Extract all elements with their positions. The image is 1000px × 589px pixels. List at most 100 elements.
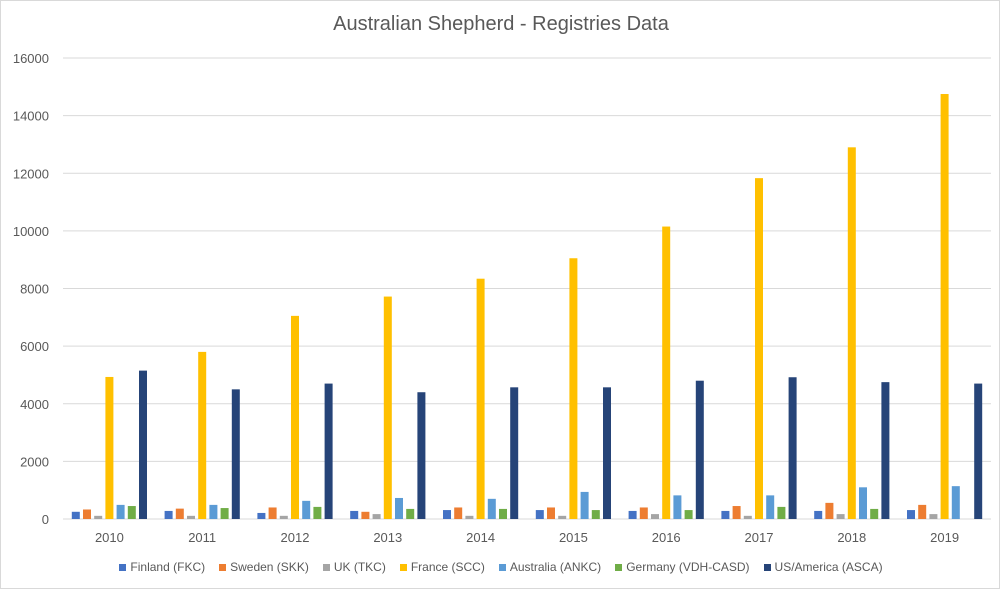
bar-australia-ankc-2019 [951,486,960,519]
x-tick-label: 2016 [652,530,681,545]
bar-france-scc-2013 [383,296,392,519]
legend-label: US/America (ASCA) [774,560,883,574]
y-tick-label: 10000 [13,224,49,239]
bar-finland-fkc-2011 [164,510,173,519]
legend-label: France (SCC) [410,560,485,574]
bar-france-scc-2017 [755,178,763,519]
bar-sweden-skk-2015 [547,507,555,519]
bar-france-scc-2016 [662,226,671,519]
legend: Finland (FKC) Sweden (SKK) UK (TKC) France … [1,560,999,574]
bar-france-scc-2011 [198,351,207,519]
chart-title: Australian Shepherd - Registries Data [333,13,669,35]
legend-item: Germany (VDH-CASD) [615,560,750,574]
bar-uk-tkc-2011 [187,515,195,519]
legend-swatch [322,563,330,571]
y-tick-label: 14000 [13,109,49,124]
bar-finland-fkc-2017 [721,510,730,519]
legend-label: Sweden (SKK) [230,560,309,574]
legend-swatch [763,563,771,571]
bar-us-america-asca-2011 [231,389,240,519]
y-tick-label: 8000 [20,282,49,297]
legend-label: UK (TKC) [333,560,386,574]
bar-germany-vdh-casd-2015 [591,510,600,519]
y-tick-label: 2000 [20,454,49,469]
y-tick-label: 16000 [13,51,49,66]
bar-uk-tkc-2012 [279,515,288,519]
legend-swatch [498,563,506,571]
bar-us-america-asca-2013 [417,392,426,519]
bar-us-america-asca-2018 [881,382,890,519]
bar-germany-vdh-casd-2018 [870,508,879,519]
bar-uk-tkc-2019 [929,514,938,519]
bar-sweden-skk-2016 [639,507,648,519]
bar-australia-ankc-2017 [766,495,775,519]
bar-germany-vdh-casd-2017 [777,506,786,519]
bar-france-scc-2012 [291,315,299,519]
x-tick-label: 2012 [281,530,310,545]
bar-australia-ankc-2012 [302,500,311,519]
bar-uk-tkc-2017 [743,515,752,519]
legend-swatch [399,563,407,571]
legend-item: US/America (ASCA) [763,560,883,574]
bar-us-america-asca-2016 [695,380,704,519]
bar-germany-vdh-casd-2011 [220,508,229,519]
bar-australia-ankc-2010 [116,504,125,519]
x-tick-label: 2019 [930,530,959,545]
x-tick-label: 2010 [95,530,124,545]
bar-us-america-asca-2017 [788,377,797,519]
x-tick-label: 2013 [373,530,402,545]
x-tick-label: 2018 [837,530,866,545]
bar-uk-tkc-2018 [836,514,845,519]
bar-france-scc-2019 [940,94,949,519]
bar-germany-vdh-casd-2014 [499,508,507,519]
bar-germany-vdh-casd-2012 [313,506,322,519]
bar-france-scc-2015 [569,258,578,519]
bar-sweden-skk-2014 [454,507,463,519]
bar-us-america-asca-2019 [974,383,983,519]
bar-finland-fkc-2014 [443,510,451,519]
x-tick-label: 2015 [559,530,588,545]
bar-sweden-skk-2012 [268,507,277,519]
legend-label: Germany (VDH-CASD) [626,560,750,574]
legend-swatch [219,563,227,571]
bar-uk-tkc-2014 [465,515,474,519]
y-tick-label: 12000 [13,166,49,181]
bar-finland-fkc-2010 [71,511,80,519]
bar-uk-tkc-2016 [651,514,659,519]
y-tick-label: 6000 [20,339,49,354]
y-tick-label: 4000 [20,397,49,412]
x-tick-label: 2017 [745,530,774,545]
bar-australia-ankc-2013 [395,497,403,519]
bar-australia-ankc-2011 [209,504,218,519]
bar-germany-vdh-casd-2010 [127,506,136,519]
bar-germany-vdh-casd-2016 [684,510,693,519]
bar-sweden-skk-2018 [825,502,834,519]
bar-uk-tkc-2015 [558,515,567,519]
bar-finland-fkc-2012 [257,512,266,519]
bar-finland-fkc-2019 [907,510,915,519]
bar-finland-fkc-2013 [350,510,359,519]
bar-sweden-skk-2010 [83,509,91,519]
y-tick-label: 0 [42,512,49,527]
bar-australia-ankc-2015 [580,491,589,519]
legend-swatch [615,563,623,571]
bar-australia-ankc-2014 [487,498,496,519]
bar-finland-fkc-2015 [535,510,544,519]
legend-item: Australia (ANKC) [498,560,601,574]
bar-us-america-asca-2012 [324,383,333,519]
legend-item: France (SCC) [399,560,485,574]
bar-sweden-skk-2019 [918,504,927,519]
x-tick-label: 2011 [188,530,216,545]
bar-us-america-asca-2010 [139,370,147,519]
legend-item: Finland (FKC) [119,560,205,574]
bar-uk-tkc-2013 [372,514,381,519]
x-tick-label: 2014 [466,530,495,545]
bar-finland-fkc-2016 [628,510,637,519]
bar-us-america-asca-2014 [510,387,519,519]
bar-germany-vdh-casd-2013 [406,508,415,519]
bar-us-america-asca-2015 [603,387,611,519]
bar-australia-ankc-2016 [673,495,682,519]
bar-france-scc-2010 [105,376,114,519]
